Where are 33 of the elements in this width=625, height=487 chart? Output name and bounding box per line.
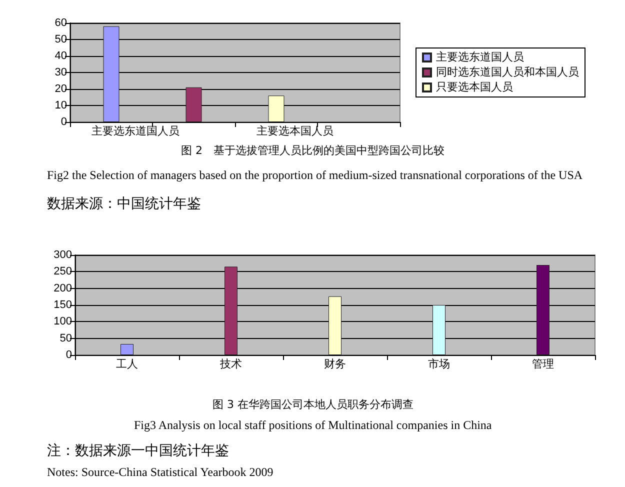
- bar: [432, 305, 446, 355]
- x-tick-label: 主要选本国人员: [256, 124, 334, 138]
- y-tick-label: 60: [54, 17, 67, 29]
- text: Fig2 the Selection of managers based on the proportion of medium-sized transnational corporations of the USA: [47, 168, 583, 183]
- y-tick-label: 300: [54, 249, 72, 261]
- source-note: 数据来源：中国统计年鉴: [47, 195, 201, 213]
- text: 图 2 基于选拔管理人员比例的美国中型跨国公司比较: [181, 143, 444, 158]
- y-tick-label: 250: [54, 266, 72, 278]
- text: Fig3 Analysis on local staff positions of Multinational companies in China: [134, 418, 492, 433]
- text: 图 3 在华跨国公司本地人员职务分布调查: [212, 397, 414, 412]
- y-tick-label: 10: [54, 100, 67, 112]
- x-tick-label: 管理: [532, 358, 554, 370]
- legend-label: 只要选本国人员: [436, 80, 513, 94]
- y-tick-label: 100: [54, 316, 72, 328]
- y-tick-label: 50: [54, 34, 67, 46]
- text: 注：数据来源一中国统计年鉴: [47, 442, 229, 460]
- bar: [328, 296, 342, 355]
- y-tick-label: 150: [54, 299, 72, 311]
- y-tick-label: 40: [54, 50, 67, 62]
- y-tick-label: 20: [54, 83, 67, 95]
- x-tick-label: 技术: [219, 358, 242, 370]
- bar: [120, 344, 134, 355]
- x-tick-label: 财务: [324, 358, 346, 370]
- bar: [224, 266, 238, 355]
- text: Notes: Source-China Statistical Yearbook 2009: [47, 465, 274, 480]
- bar: [536, 265, 550, 355]
- legend-label: 同时选东道国人员和本国人员: [436, 66, 579, 78]
- y-tick-label: 30: [54, 66, 67, 78]
- y-tick-label: 200: [54, 282, 72, 294]
- x-tick-label: 市场: [428, 358, 450, 370]
- legend-label: 主要选东道国人员: [436, 50, 524, 64]
- x-tick-label: 工人: [116, 358, 138, 370]
- y-tick-label: 50: [60, 332, 72, 344]
